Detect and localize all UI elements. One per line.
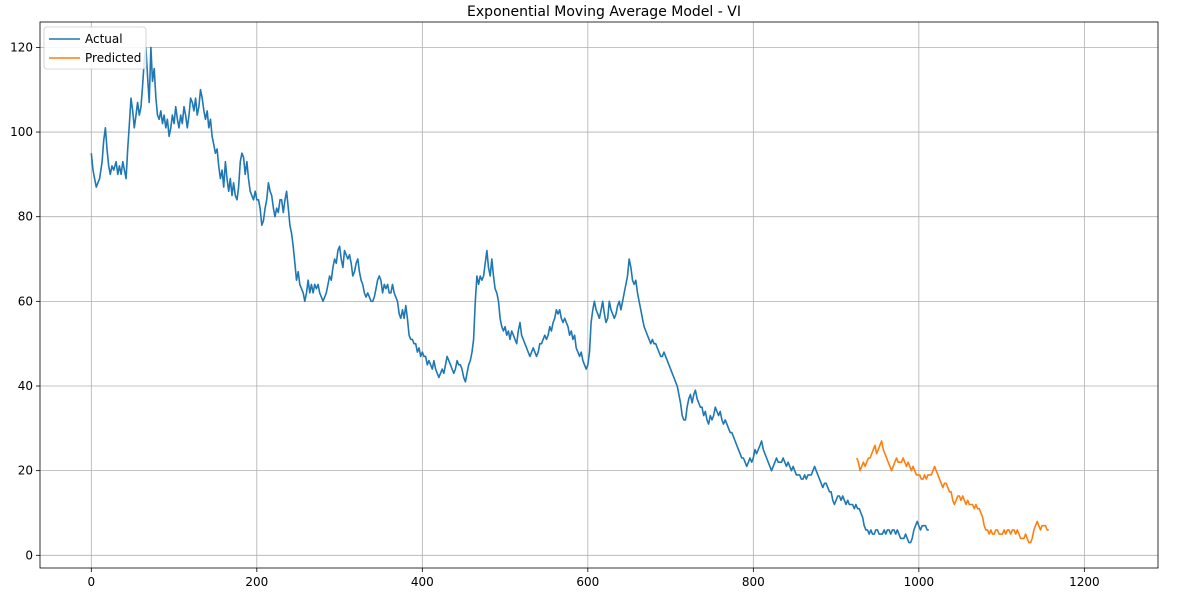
x-axis-ticks: 0 200 400 600 800 1000 1200 [87,568,1100,589]
x-tick-label: 600 [576,575,599,589]
y-axis-ticks: 0 20 40 60 80 100 120 [10,40,40,562]
series-line-actual [90,46,929,544]
y-tick-label: 20 [18,464,33,478]
x-tick-label: 800 [742,575,765,589]
y-tick-label: 40 [18,379,33,393]
x-tick-label: 200 [245,575,268,589]
y-tick-label: 100 [10,125,33,139]
legend: Actual Predicted [43,26,147,70]
series-line-predicted [856,440,1049,544]
x-tick-label: 1000 [904,575,935,589]
grid-lines [40,22,1158,568]
y-tick-label: 80 [18,210,33,224]
x-tick-label: 1200 [1069,575,1100,589]
y-tick-label: 120 [10,40,33,54]
y-tick-label: 0 [25,548,33,562]
plot-frame [39,21,1159,569]
series-lines [90,46,1049,544]
x-tick-label: 0 [87,575,95,589]
x-tick-label: 400 [411,575,434,589]
legend-label-predicted: Predicted [85,51,141,65]
legend-label-actual: Actual [85,32,123,46]
y-tick-label: 60 [18,294,33,308]
chart-title: Exponential Moving Average Model - VI [467,4,741,20]
